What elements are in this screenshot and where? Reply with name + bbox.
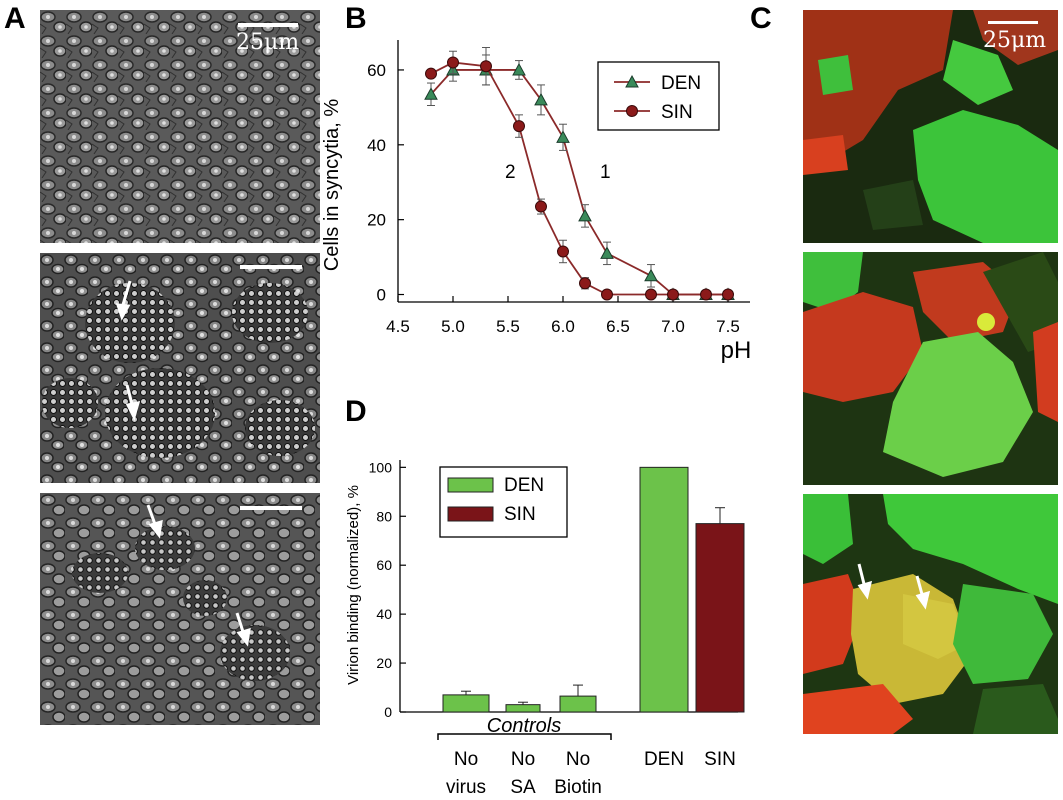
data-point <box>579 277 591 290</box>
legend-b: DEN SIN <box>597 61 720 131</box>
controls-label: Controls <box>487 715 561 737</box>
x-tick-label: 6.5 <box>606 317 630 336</box>
plot-area-b <box>397 40 750 303</box>
chart-b-ph-syncytia: 0 20 40 60 4.5 5.0 5.5 6.0 6.5 7.0 7.5 Cells in s… <box>321 40 752 364</box>
micrograph-a-bottom <box>40 493 320 725</box>
panel-c-letter: C <box>750 2 772 35</box>
scale-bar-label: 25μm <box>236 30 300 55</box>
chart-d-virion-binding: 0 20 40 60 80 100 No virus No SA No Biotin DEN SIN V… <box>345 459 745 798</box>
panel-a-letter: A <box>4 2 26 35</box>
phase-contrast-image <box>40 253 320 483</box>
legend-box <box>597 61 720 131</box>
series-sin <box>425 46 734 301</box>
panel-b-letter: B <box>345 2 367 35</box>
category-label: No <box>511 749 535 770</box>
data-point <box>447 56 459 69</box>
arrow-icon <box>915 575 931 610</box>
y-tick-label: 0 <box>377 286 386 305</box>
y-tick-label: 100 <box>369 459 393 475</box>
legend-sin-label: SIN <box>504 504 536 525</box>
data-point <box>601 288 613 301</box>
x-tick-label: 5.0 <box>441 317 465 336</box>
data-point <box>556 130 570 143</box>
data-point <box>644 268 658 282</box>
micrograph-a-middle <box>40 253 320 483</box>
category-label: SIN <box>704 749 736 770</box>
x-tick-label: 4.5 <box>386 317 410 336</box>
fluorescence-c-bottom <box>803 494 1058 734</box>
y-tick-label: 80 <box>376 508 392 524</box>
fluorescence-c-middle <box>803 252 1058 485</box>
legend-den-marker <box>625 74 639 88</box>
phase-contrast-image <box>40 10 320 243</box>
bar <box>639 466 689 713</box>
arrow-icon <box>146 504 163 539</box>
fluorescence-c-top: 25μm <box>803 10 1058 243</box>
arrow-icon <box>235 612 251 647</box>
y-tick-label: 40 <box>367 136 386 155</box>
legend-den-label: DEN <box>661 73 701 94</box>
phase-contrast-image <box>40 493 320 725</box>
x-tick-label: 5.5 <box>496 317 520 336</box>
bar <box>695 523 745 713</box>
legend-sin-swatch <box>447 506 494 522</box>
scale-bar <box>238 23 298 27</box>
y-tick-label: 20 <box>367 211 386 230</box>
x-axis-label: pH <box>721 337 752 364</box>
category-label: No <box>454 749 478 770</box>
data-point <box>425 67 437 80</box>
arrow-icon <box>115 280 132 321</box>
y-axis-label: Cells in syncytia, % <box>321 99 343 271</box>
curve-label-1: 1 <box>600 162 611 183</box>
fluorescence-image <box>803 494 1058 734</box>
bar <box>559 695 597 713</box>
arrow-icon <box>857 563 873 600</box>
data-point <box>424 87 438 100</box>
y-axis-label: Virion binding (normalized), % <box>345 485 362 685</box>
scale-bar <box>240 265 302 269</box>
data-point <box>512 62 526 76</box>
category-label: Biotin <box>554 777 602 798</box>
y-tick-label: 20 <box>376 655 392 671</box>
legend-sin-marker <box>626 105 638 117</box>
legend-d: DEN SIN <box>439 466 568 538</box>
data-point <box>535 200 547 213</box>
category-label: virus <box>446 777 486 798</box>
data-point <box>480 60 492 73</box>
data-point <box>700 288 712 301</box>
arrow-icon <box>125 384 141 422</box>
bar <box>442 694 490 713</box>
data-point <box>600 246 614 259</box>
y-tick-label: 60 <box>376 557 392 573</box>
data-point <box>534 92 548 106</box>
y-tick-label: 40 <box>376 606 392 622</box>
controls-bracket: Controls <box>437 715 612 740</box>
legend-sin-label: SIN <box>661 102 693 123</box>
y-tick-label: 60 <box>367 61 386 80</box>
data-point <box>557 245 569 258</box>
category-label: DEN <box>644 749 684 770</box>
x-tick-label: 7.5 <box>716 317 740 336</box>
y-tick-label: 0 <box>384 704 392 720</box>
scale-bar <box>988 21 1038 24</box>
legend-den-swatch <box>447 477 494 493</box>
data-point <box>722 288 734 301</box>
data-point <box>513 120 525 133</box>
data-point <box>667 288 679 301</box>
scale-bar-label: 25μm <box>983 28 1047 53</box>
curve-label-2: 2 <box>505 162 516 183</box>
category-label: SA <box>510 777 536 798</box>
legend-den-label: DEN <box>504 475 544 496</box>
x-tick-label: 7.0 <box>661 317 685 336</box>
panel-d-letter: D <box>345 395 367 428</box>
data-point <box>578 208 592 222</box>
bar <box>505 704 541 713</box>
category-label: No <box>566 749 590 770</box>
scale-bar <box>240 506 302 510</box>
micrograph-a-top: 25μm <box>40 10 320 243</box>
data-point <box>645 288 657 301</box>
fluorescence-image <box>803 10 1058 243</box>
fluorescence-image <box>803 252 1058 485</box>
x-tick-label: 6.0 <box>551 317 575 336</box>
